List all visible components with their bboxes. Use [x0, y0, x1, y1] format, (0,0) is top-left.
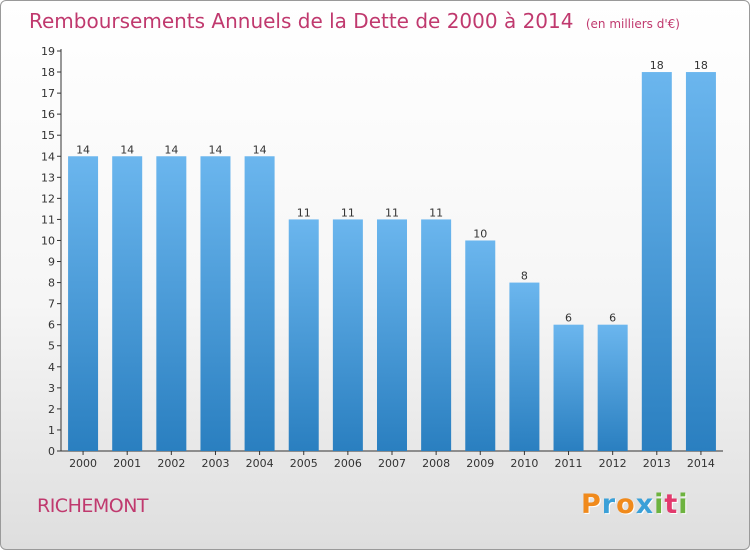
y-tick-label: 11 — [41, 213, 55, 226]
commune-name: RICHEMONT — [37, 495, 149, 517]
data-label: 6 — [609, 312, 616, 325]
proxiti-logo[interactable]: Proxiti — [581, 489, 689, 520]
data-label: 14 — [253, 143, 267, 156]
data-label: 8 — [521, 270, 528, 283]
x-tick-label: 2004 — [246, 457, 274, 470]
bar — [685, 72, 716, 451]
y-tick-label: 16 — [41, 108, 55, 121]
y-tick-label: 10 — [41, 234, 55, 247]
bar — [377, 219, 407, 451]
data-label: 14 — [208, 143, 222, 156]
bar — [156, 156, 187, 451]
y-tick-label: 12 — [41, 192, 55, 205]
chart-unit: (en milliers d'€) — [585, 17, 680, 31]
x-tick-label: 2012 — [599, 457, 627, 470]
y-tick-label: 15 — [41, 129, 55, 142]
data-label: 11 — [297, 206, 311, 219]
data-label: 11 — [385, 206, 399, 219]
bar — [421, 219, 452, 451]
chart-title: Remboursements Annuels de la Dette de 20… — [29, 9, 680, 33]
x-tick-label: 2003 — [201, 457, 229, 470]
bar — [112, 156, 143, 451]
x-tick-label: 2005 — [290, 457, 318, 470]
x-tick-label: 2014 — [687, 457, 715, 470]
y-tick-label: 18 — [41, 66, 55, 79]
logo-letter: P — [581, 489, 602, 520]
logo-letter: o — [616, 489, 636, 520]
logo-letter: r — [601, 489, 617, 520]
data-label: 14 — [164, 143, 178, 156]
bar — [465, 240, 496, 451]
x-tick-label: 2002 — [157, 457, 185, 470]
logo-letter: t — [664, 489, 679, 520]
x-tick-label: 2000 — [69, 457, 97, 470]
data-label: 6 — [565, 312, 572, 325]
x-tick-label: 2001 — [113, 457, 141, 470]
y-tick-label: 13 — [41, 171, 55, 184]
logo-letter: i — [654, 489, 665, 520]
y-tick-label: 0 — [48, 445, 55, 458]
bar — [641, 72, 672, 451]
y-tick-label: 14 — [41, 150, 55, 163]
bar — [288, 219, 319, 451]
data-label: 11 — [341, 206, 355, 219]
data-label: 10 — [473, 227, 487, 240]
logo-letter: x — [635, 489, 655, 520]
y-tick-label: 6 — [48, 319, 55, 332]
bar — [244, 156, 275, 451]
y-tick-label: 7 — [48, 298, 55, 311]
y-tick-label: 1 — [48, 424, 55, 437]
x-tick-label: 2008 — [422, 457, 450, 470]
x-tick-label: 2011 — [555, 457, 583, 470]
y-tick-label: 9 — [48, 256, 55, 269]
bar — [200, 156, 231, 451]
bar — [509, 282, 540, 451]
bar — [553, 324, 584, 451]
bar — [597, 324, 628, 451]
bar — [332, 219, 363, 451]
y-tick-label: 5 — [48, 340, 55, 353]
y-tick-label: 2 — [48, 403, 55, 416]
chart-title-text: Remboursements Annuels de la Dette de 20… — [29, 9, 574, 33]
data-label: 14 — [76, 143, 90, 156]
y-tick-label: 4 — [48, 361, 55, 374]
y-tick-label: 8 — [48, 277, 55, 290]
x-tick-label: 2007 — [378, 457, 406, 470]
data-label: 11 — [429, 206, 443, 219]
y-tick-label: 19 — [41, 45, 55, 58]
y-tick-label: 17 — [41, 87, 55, 100]
data-label: 14 — [120, 143, 134, 156]
bar — [68, 156, 99, 451]
logo-letter: i — [678, 489, 689, 520]
x-tick-label: 2009 — [466, 457, 494, 470]
y-tick-label: 3 — [48, 382, 55, 395]
x-tick-label: 2013 — [643, 457, 671, 470]
data-label: 18 — [650, 59, 664, 72]
x-tick-label: 2010 — [510, 457, 538, 470]
data-label: 18 — [694, 59, 708, 72]
x-tick-label: 2006 — [334, 457, 362, 470]
